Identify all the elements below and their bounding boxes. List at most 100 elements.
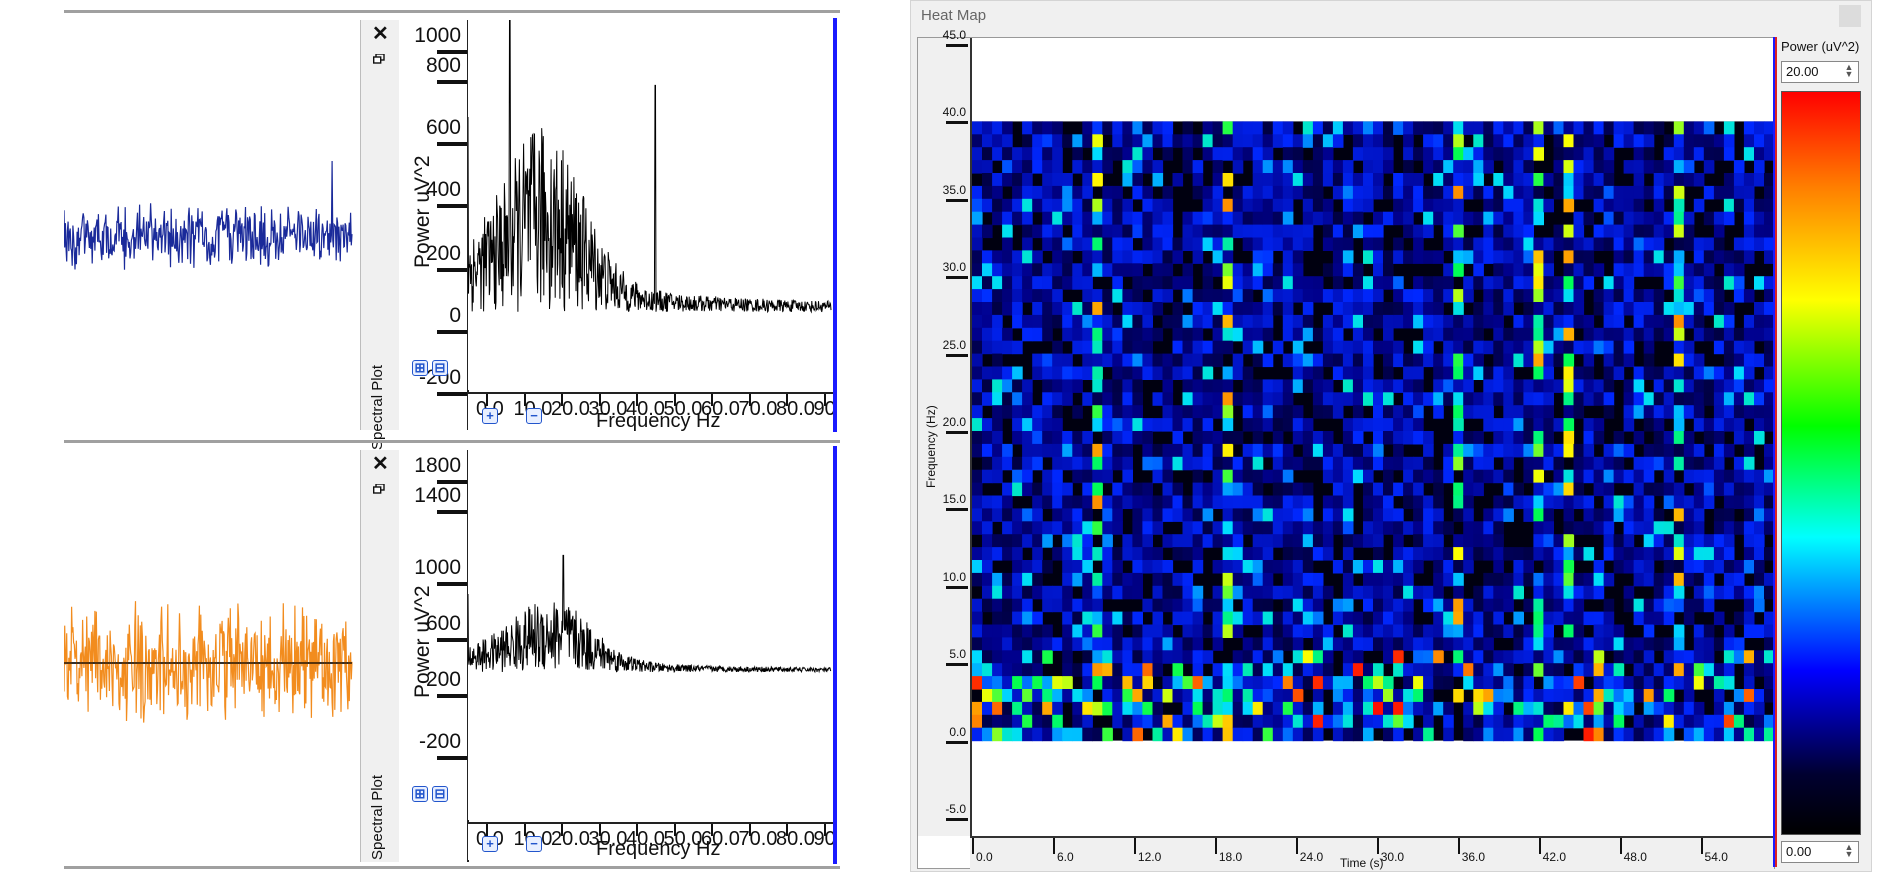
heat-cell xyxy=(1373,431,1384,445)
heat-cell xyxy=(1252,637,1264,651)
heat-cell xyxy=(1473,456,1484,471)
heat-cell xyxy=(1022,714,1033,729)
heat-cell xyxy=(1082,392,1093,406)
heat-cell xyxy=(1182,676,1194,690)
panel-2-scroll-edge[interactable] xyxy=(833,446,837,864)
heat-cell xyxy=(1142,637,1153,651)
heat-cell xyxy=(1653,263,1665,277)
heat-cell xyxy=(1352,379,1364,393)
panel-1-scroll-edge[interactable] xyxy=(833,18,837,432)
heat-cell xyxy=(1363,714,1374,729)
heat-cell xyxy=(982,701,993,716)
heat-cell xyxy=(1563,134,1575,148)
heat-cell xyxy=(1062,392,1073,406)
heat-cell xyxy=(992,134,1003,148)
zoom-out-icon[interactable]: ⊟ xyxy=(432,786,448,802)
heat-cell xyxy=(1022,160,1033,174)
heat-cell xyxy=(982,147,993,161)
heat-cell xyxy=(1703,366,1715,380)
max-value-spinner[interactable]: 20.00 ▲ ▼ xyxy=(1781,61,1859,83)
heat-cell xyxy=(1473,340,1484,355)
heat-cell xyxy=(1132,147,1143,161)
heat-cell xyxy=(1332,237,1344,251)
heat-cell xyxy=(1062,663,1073,677)
heat-cell xyxy=(1663,443,1675,458)
window-close-button[interactable] xyxy=(1839,5,1861,27)
heat-cell xyxy=(1573,469,1585,484)
x-zoom-out-icon[interactable]: − xyxy=(526,836,542,852)
zoom-in-icon[interactable]: ⊞ xyxy=(412,360,428,376)
heat-cell xyxy=(1764,379,1774,393)
heat-cell xyxy=(1212,160,1224,174)
heat-cell xyxy=(1533,469,1544,484)
heat-cell xyxy=(1473,392,1484,406)
min-value-spinner[interactable]: 0.00 ▲ ▼ xyxy=(1781,841,1859,863)
heat-cell xyxy=(1292,689,1304,703)
heat-cell xyxy=(1222,289,1234,303)
heat-map-canvas[interactable] xyxy=(972,38,1774,836)
heat-cell xyxy=(1413,353,1424,368)
heat-cell xyxy=(1322,327,1334,342)
zoom-out-icon[interactable]: ⊟ xyxy=(432,360,448,376)
heat-cell xyxy=(1543,663,1554,677)
heat-cell xyxy=(1764,663,1774,677)
heat-cell xyxy=(1573,650,1585,664)
heat-cell xyxy=(1513,263,1524,277)
colorbar-divider[interactable] xyxy=(1773,37,1778,867)
heat-cell xyxy=(1693,521,1705,535)
heat-cell xyxy=(1613,431,1625,445)
heat-cell xyxy=(1052,173,1063,187)
heat-cell xyxy=(1182,714,1194,729)
heat-cell xyxy=(1252,443,1264,458)
heat-cell xyxy=(1282,237,1294,251)
heat-cell xyxy=(1713,701,1725,716)
heat-cell xyxy=(1142,534,1153,548)
heat-cell xyxy=(1754,327,1765,342)
heat-cell xyxy=(1573,611,1585,626)
heat-cell xyxy=(1212,611,1224,626)
x-zoom-in-icon[interactable]: + xyxy=(482,836,498,852)
heat-cell xyxy=(1152,560,1164,574)
float-window-icon[interactable] xyxy=(373,54,385,64)
close-icon[interactable]: ✕ xyxy=(372,453,389,475)
heat-cell xyxy=(1132,689,1143,703)
heat-cell xyxy=(1383,263,1394,277)
heat-cell xyxy=(1413,379,1424,393)
heat-cell xyxy=(1102,237,1113,251)
x-zoom-out-icon[interactable]: − xyxy=(526,408,542,424)
spinner-arrows-icon[interactable]: ▲ ▼ xyxy=(1844,62,1854,79)
heat-cell xyxy=(1282,250,1294,264)
heat-cell xyxy=(1403,495,1414,509)
heat-cell xyxy=(992,495,1003,509)
heat-cell xyxy=(1102,521,1113,535)
spinner-arrows-icon[interactable]: ▲ ▼ xyxy=(1844,842,1854,859)
y-tick-mark xyxy=(946,431,968,434)
heat-cell xyxy=(1082,689,1093,703)
heat-cell xyxy=(1643,340,1655,355)
float-window-icon[interactable] xyxy=(373,484,385,494)
heat-cell xyxy=(1232,198,1244,213)
close-icon[interactable]: ✕ xyxy=(372,23,389,45)
spectrum-plot-1[interactable] xyxy=(467,19,833,390)
heat-cell xyxy=(1743,727,1755,742)
heat-cell xyxy=(1423,392,1434,406)
heat-cell xyxy=(1513,211,1524,226)
heat-cell xyxy=(1052,237,1063,251)
spectrum-plot-2[interactable] xyxy=(467,450,833,820)
heat-cell xyxy=(1242,289,1254,303)
heat-cell xyxy=(1122,572,1133,587)
x-tick-label: 40.0 xyxy=(626,828,665,850)
heat-cell xyxy=(1262,611,1274,626)
heat-cell xyxy=(1032,456,1043,471)
heat-cell xyxy=(1312,327,1324,342)
heat-cell xyxy=(1693,237,1705,251)
x-zoom-in-icon[interactable]: + xyxy=(482,408,498,424)
heat-cell xyxy=(1112,431,1123,445)
heat-cell xyxy=(1012,173,1023,187)
zoom-in-icon[interactable]: ⊞ xyxy=(412,786,428,802)
heat-cell xyxy=(1443,456,1454,471)
heat-cell xyxy=(1222,572,1234,587)
heat-cell xyxy=(1483,185,1494,200)
heat-cell xyxy=(1032,276,1043,290)
heat-cell xyxy=(1282,663,1294,677)
